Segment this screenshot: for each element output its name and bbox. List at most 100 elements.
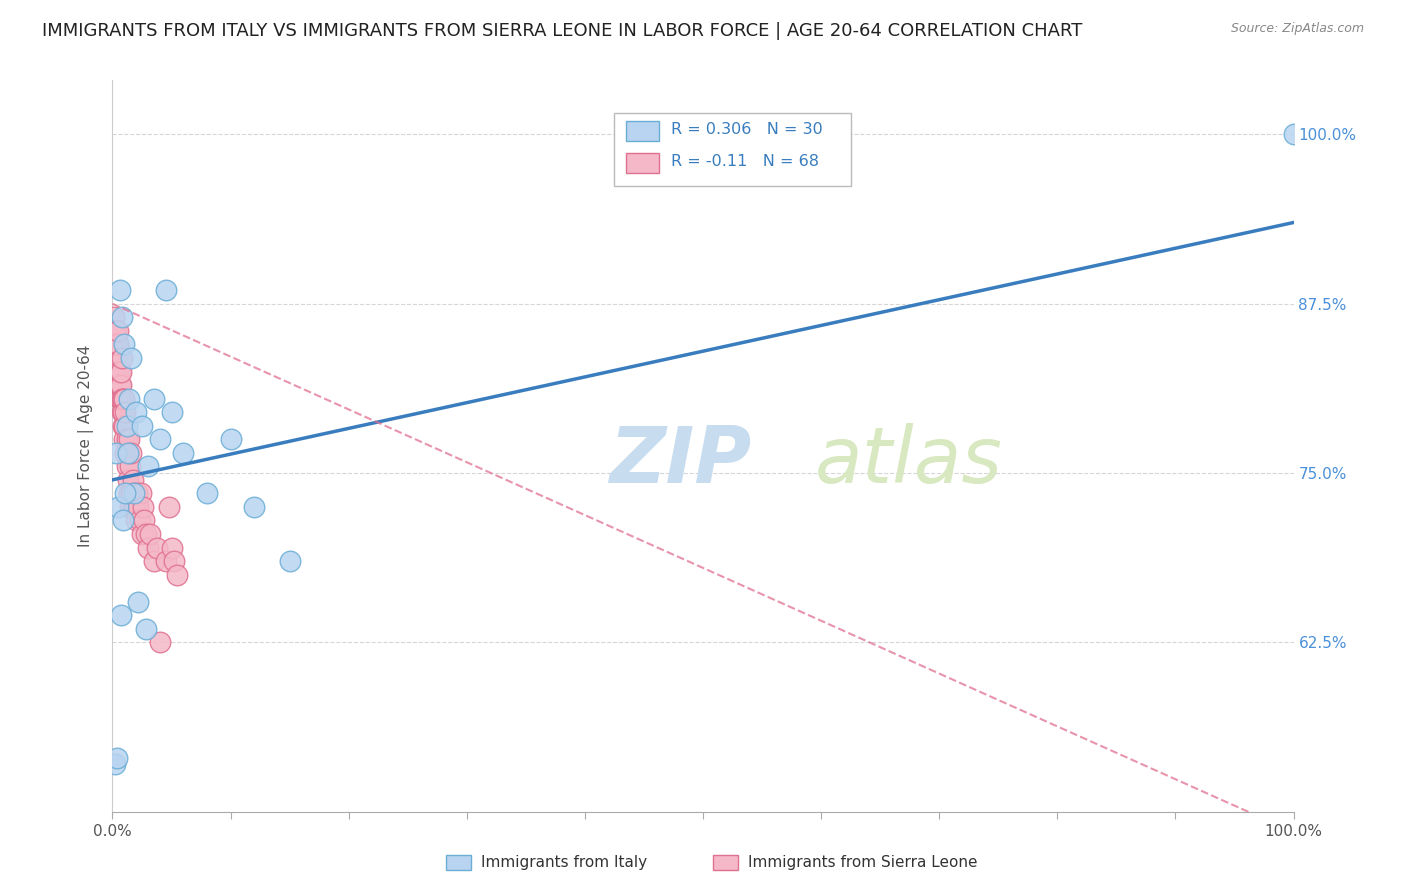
Point <box>105 324 128 338</box>
Point <box>128 514 150 528</box>
Point <box>108 378 131 392</box>
Point <box>115 432 138 446</box>
Point <box>117 473 139 487</box>
Point <box>105 351 128 365</box>
Point <box>105 364 128 378</box>
Point <box>105 446 128 460</box>
Point <box>166 567 188 582</box>
Point <box>129 486 152 500</box>
Point <box>122 486 145 500</box>
Point <box>172 446 194 460</box>
Point <box>120 486 142 500</box>
Text: R = -0.11   N = 68: R = -0.11 N = 68 <box>671 154 820 169</box>
FancyBboxPatch shape <box>626 153 659 173</box>
Point <box>135 527 157 541</box>
Point <box>112 405 135 419</box>
Point <box>104 351 127 365</box>
Point <box>278 554 301 568</box>
Point <box>104 324 127 338</box>
Point <box>107 324 129 338</box>
Point <box>120 351 142 365</box>
Point <box>127 595 149 609</box>
Text: Immigrants from Italy: Immigrants from Italy <box>481 855 647 870</box>
Point <box>195 486 218 500</box>
Point <box>111 405 134 419</box>
Point <box>110 378 132 392</box>
Point <box>110 608 132 623</box>
Point <box>117 446 139 460</box>
Point <box>134 514 156 528</box>
Point <box>117 446 139 460</box>
Y-axis label: In Labor Force | Age 20-64: In Labor Force | Age 20-64 <box>77 345 94 547</box>
Point <box>142 554 165 568</box>
Point <box>160 405 183 419</box>
Point <box>110 392 132 406</box>
Point <box>163 554 186 568</box>
Point <box>105 351 128 365</box>
Point <box>112 392 135 406</box>
Bar <box>713 855 738 871</box>
Point <box>131 527 153 541</box>
FancyBboxPatch shape <box>626 120 659 141</box>
Point <box>108 364 131 378</box>
Point <box>112 392 135 406</box>
Point <box>136 541 159 555</box>
Point <box>105 750 128 764</box>
Point <box>115 418 138 433</box>
Point <box>132 500 155 514</box>
Point <box>120 459 142 474</box>
Point <box>112 514 135 528</box>
Text: IMMIGRANTS FROM ITALY VS IMMIGRANTS FROM SIERRA LEONE IN LABOR FORCE | AGE 20-64: IMMIGRANTS FROM ITALY VS IMMIGRANTS FROM… <box>42 22 1083 40</box>
Point <box>142 392 165 406</box>
Point <box>120 500 142 514</box>
Point <box>131 418 153 433</box>
Point <box>136 459 159 474</box>
Point <box>105 337 128 351</box>
Point <box>118 486 141 500</box>
Point <box>155 283 177 297</box>
Point <box>120 446 142 460</box>
Point <box>112 432 135 446</box>
Point <box>111 392 134 406</box>
Point <box>122 486 145 500</box>
Point <box>107 364 129 378</box>
Point <box>110 364 132 378</box>
Point <box>127 500 149 514</box>
Point <box>135 622 157 636</box>
Text: atlas: atlas <box>815 423 1002 499</box>
Point <box>112 337 135 351</box>
Point <box>107 378 129 392</box>
Point <box>111 351 134 365</box>
Point <box>105 337 128 351</box>
Point <box>112 418 135 433</box>
Point <box>157 500 180 514</box>
Point <box>103 310 125 325</box>
Point <box>127 486 149 500</box>
Point <box>125 405 148 419</box>
Point <box>104 757 127 772</box>
Point <box>121 473 143 487</box>
Point <box>108 392 131 406</box>
Point <box>103 337 125 351</box>
Point <box>114 446 136 460</box>
Point <box>103 351 125 365</box>
Point <box>149 635 172 649</box>
Point <box>115 459 138 474</box>
Point <box>107 337 129 351</box>
Point <box>149 432 172 446</box>
Bar <box>446 855 471 871</box>
Point <box>105 337 128 351</box>
Text: ZIP: ZIP <box>609 423 751 499</box>
Point <box>111 310 134 325</box>
Point <box>243 500 266 514</box>
FancyBboxPatch shape <box>614 113 851 186</box>
Point <box>146 541 169 555</box>
Point <box>118 392 141 406</box>
Point <box>118 432 141 446</box>
Text: R = 0.306   N = 30: R = 0.306 N = 30 <box>671 122 823 136</box>
Point <box>103 324 125 338</box>
Point <box>112 418 135 433</box>
Point <box>114 486 136 500</box>
Point <box>139 527 162 541</box>
Point <box>107 500 129 514</box>
